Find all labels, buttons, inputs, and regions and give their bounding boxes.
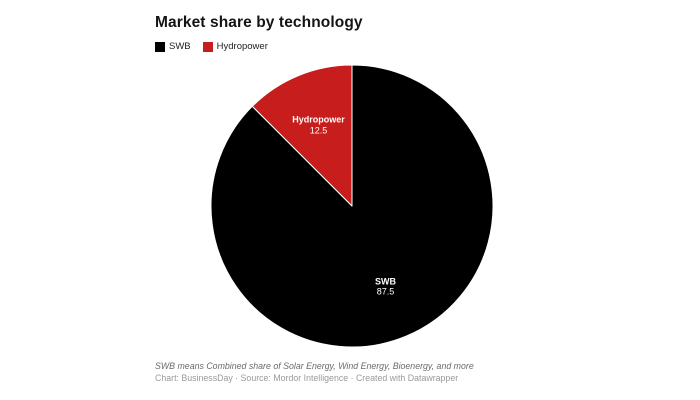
pie-chart	[210, 64, 494, 348]
pie-slice-hydropower	[251, 64, 353, 207]
legend-label: Hydropower	[216, 41, 268, 52]
legend-label: SWB	[169, 41, 191, 52]
footer-attribution: Chart: BusinessDay · Source: Mordor Inte…	[155, 373, 459, 383]
legend-item-hydropower: Hydropower	[202, 41, 268, 52]
legend-swatch	[155, 41, 165, 52]
footer-note: SWB means Combined share of Solar Energy…	[155, 361, 474, 371]
chart-title: Market share by technology	[155, 14, 363, 31]
legend-swatch	[202, 41, 213, 52]
legend-item-swb: SWB	[155, 41, 191, 52]
legend: SWB Hydropower	[155, 41, 268, 52]
